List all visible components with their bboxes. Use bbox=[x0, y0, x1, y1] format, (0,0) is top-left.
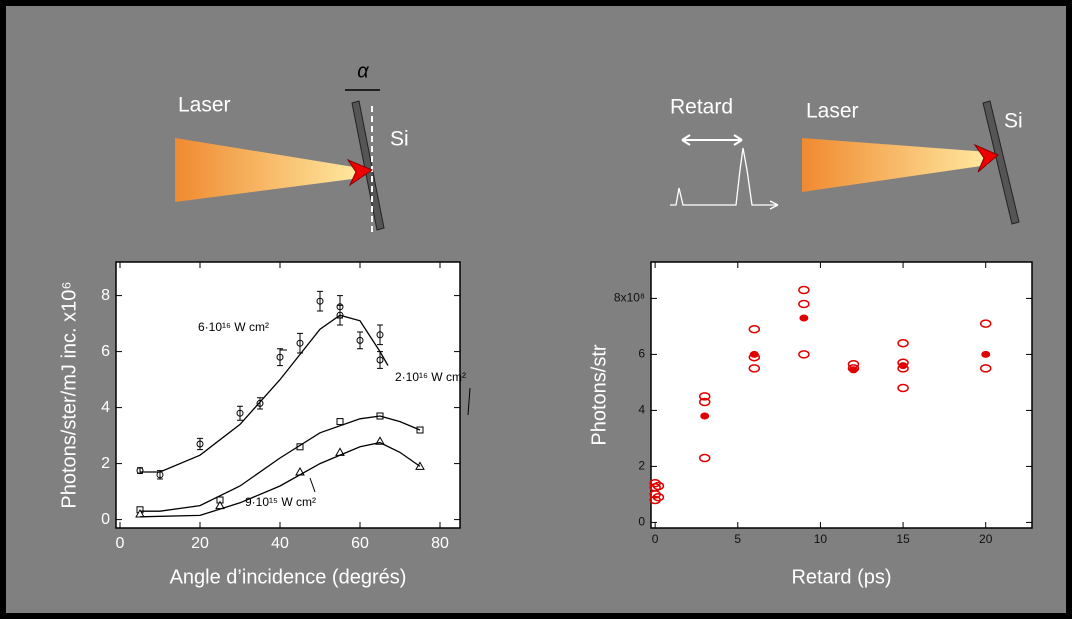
plot-area bbox=[115, 261, 461, 529]
error-bar bbox=[237, 405, 243, 421]
x-tick-label: 5 bbox=[734, 532, 741, 546]
point bbox=[652, 481, 665, 491]
y-tick-label: 4 bbox=[101, 399, 110, 416]
target-plate bbox=[351, 100, 385, 231]
annotation: 9·10¹⁵ W cm² bbox=[245, 495, 316, 509]
x-tick-label: 20 bbox=[979, 532, 993, 546]
error-bar bbox=[277, 348, 283, 367]
annotation: 6·10¹⁶ W cm² bbox=[198, 320, 269, 334]
point bbox=[848, 366, 858, 374]
error-bar bbox=[377, 324, 383, 346]
arrowheads bbox=[681, 134, 743, 146]
x-tick-label: 0 bbox=[652, 532, 659, 546]
x-tick-label: 20 bbox=[191, 535, 209, 552]
point bbox=[979, 364, 992, 373]
point bbox=[698, 453, 711, 463]
annotation-arrow bbox=[309, 477, 316, 493]
y-tick-label: 2 bbox=[638, 459, 645, 473]
point bbox=[376, 356, 384, 364]
angle-label: α bbox=[357, 60, 369, 82]
error-bar bbox=[257, 397, 263, 410]
x-tick-label: 60 bbox=[351, 535, 369, 552]
y-tick-label: 8 bbox=[101, 287, 110, 304]
y-axis-label: Photons/str bbox=[588, 344, 610, 446]
y-tick-label: 0 bbox=[638, 515, 645, 529]
point bbox=[356, 336, 364, 344]
annotation-arrow bbox=[467, 387, 471, 416]
point bbox=[798, 299, 810, 309]
plot-area bbox=[650, 261, 1033, 529]
point bbox=[196, 440, 204, 448]
y-tick-label: 4 bbox=[638, 403, 645, 417]
error-bar bbox=[297, 332, 303, 354]
point bbox=[897, 383, 909, 393]
point bbox=[979, 319, 992, 328]
laser-label: Laser bbox=[806, 100, 859, 123]
point bbox=[898, 362, 908, 370]
point bbox=[336, 418, 344, 426]
point bbox=[700, 412, 710, 420]
annotation: 2·10¹⁶ W cm² bbox=[395, 370, 466, 384]
point bbox=[798, 350, 810, 359]
error-bar bbox=[197, 437, 203, 451]
fit-line bbox=[140, 314, 389, 473]
point bbox=[897, 338, 909, 348]
point bbox=[376, 331, 384, 339]
fit-line bbox=[140, 415, 421, 512]
target-label: Si bbox=[390, 128, 409, 151]
point bbox=[748, 364, 761, 373]
laser-beam bbox=[802, 138, 988, 192]
point bbox=[256, 399, 264, 407]
point bbox=[748, 324, 761, 334]
x-tick-label: 0 bbox=[116, 535, 125, 552]
y-tick-label: 2 bbox=[101, 455, 110, 472]
y-tick-label: 6 bbox=[638, 347, 645, 361]
x-tick-label: 40 bbox=[271, 535, 289, 552]
pulse-trace bbox=[670, 147, 779, 210]
error-bar bbox=[317, 290, 323, 312]
target-label: Si bbox=[1004, 110, 1023, 133]
point bbox=[698, 392, 711, 401]
x-axis-label: Angle d’incidence (degrés) bbox=[170, 566, 407, 588]
point bbox=[276, 353, 284, 361]
point bbox=[981, 350, 991, 358]
target-plate bbox=[982, 100, 1020, 225]
fit-line bbox=[139, 441, 421, 518]
point bbox=[336, 311, 344, 319]
y-axis-label: Photons/ster/mJ inc. x10⁶ bbox=[58, 281, 80, 508]
point bbox=[236, 409, 244, 417]
point bbox=[652, 492, 665, 502]
x-tick-label: 80 bbox=[431, 535, 449, 552]
point bbox=[698, 397, 711, 407]
error-bar bbox=[357, 331, 363, 350]
delay-label: Retard bbox=[670, 96, 733, 119]
y-tick-label: 8x10⁸ bbox=[614, 291, 645, 305]
laser-label: Laser bbox=[178, 94, 231, 117]
y-tick-label: 0 bbox=[101, 511, 110, 528]
x-tick-label: 10 bbox=[814, 532, 828, 546]
point bbox=[749, 350, 759, 358]
point bbox=[798, 285, 810, 295]
x-tick-label: 15 bbox=[896, 532, 910, 546]
point bbox=[135, 508, 145, 518]
point bbox=[296, 339, 304, 347]
point bbox=[316, 297, 324, 305]
impact bbox=[346, 158, 374, 187]
point bbox=[799, 314, 809, 322]
impact bbox=[973, 143, 999, 173]
laser-beam bbox=[175, 138, 360, 202]
point bbox=[136, 467, 144, 475]
y-tick-label: 6 bbox=[101, 343, 110, 360]
x-axis-label: Retard (ps) bbox=[791, 566, 891, 588]
